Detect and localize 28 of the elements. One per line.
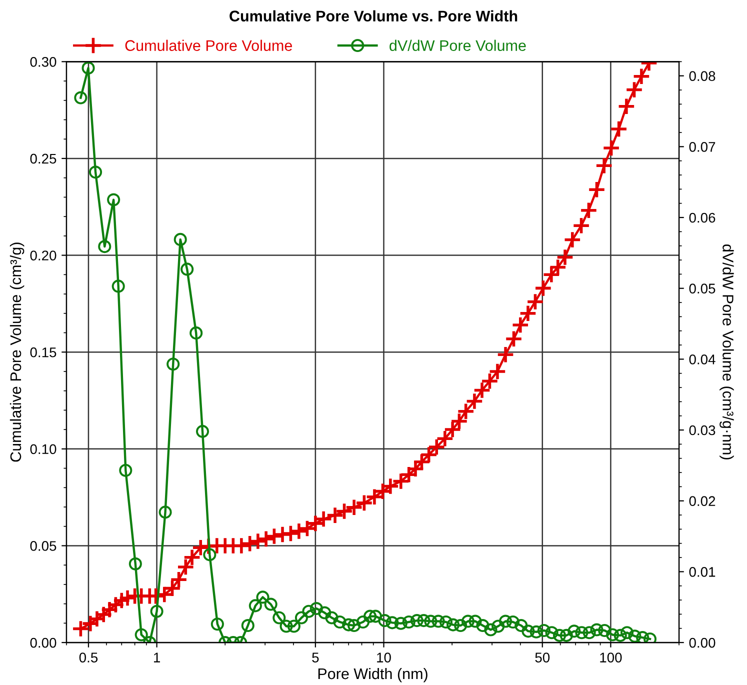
x-tick-label: 10 bbox=[377, 652, 391, 662]
y2-tick-label: 0.02 bbox=[689, 496, 716, 506]
y-tick-label: 0.25 bbox=[30, 154, 56, 164]
x-tick-label: 0.5 bbox=[79, 652, 98, 662]
y-tick-label: 0.30 bbox=[30, 56, 56, 67]
legend-label: dV/dW Pore Volume bbox=[390, 40, 526, 51]
y2-tick-label: 0.08 bbox=[689, 71, 716, 81]
y-tick-label: 0.10 bbox=[30, 444, 56, 454]
x-tick-label: 50 bbox=[535, 652, 550, 662]
y2-tick-label: 0.04 bbox=[689, 354, 716, 364]
legend-label: Cumulative Pore Volume bbox=[125, 40, 292, 51]
y-tick-label: 0.00 bbox=[30, 638, 56, 648]
y2-axis-title: dV/dW Pore Volume (cm³/g·nm) bbox=[720, 244, 734, 460]
chart-title: Cumulative Pore Volume vs. Pore Width bbox=[230, 10, 518, 22]
y-axis-title: Cumulative Pore Volume (cm³/g) bbox=[10, 242, 24, 462]
y2-tick-label: 0.06 bbox=[689, 212, 716, 223]
y2-tick-label: 0.07 bbox=[689, 142, 716, 152]
y-tick-label: 0.15 bbox=[30, 347, 56, 358]
y-tick-label: 0.20 bbox=[30, 250, 56, 260]
y2-tick-label: 0.05 bbox=[689, 284, 716, 294]
y2-tick-label: 0.00 bbox=[689, 638, 716, 648]
y2-tick-label: 0.01 bbox=[689, 567, 716, 577]
x-axis-title: Pore Width (nm) bbox=[318, 668, 428, 682]
x-tick-label: 1 bbox=[154, 652, 160, 662]
x-tick-label: 100 bbox=[600, 652, 622, 662]
x-tick-label: 5 bbox=[312, 652, 319, 662]
y-tick-label: 0.05 bbox=[30, 541, 56, 551]
y2-tick-label: 0.03 bbox=[689, 425, 716, 436]
